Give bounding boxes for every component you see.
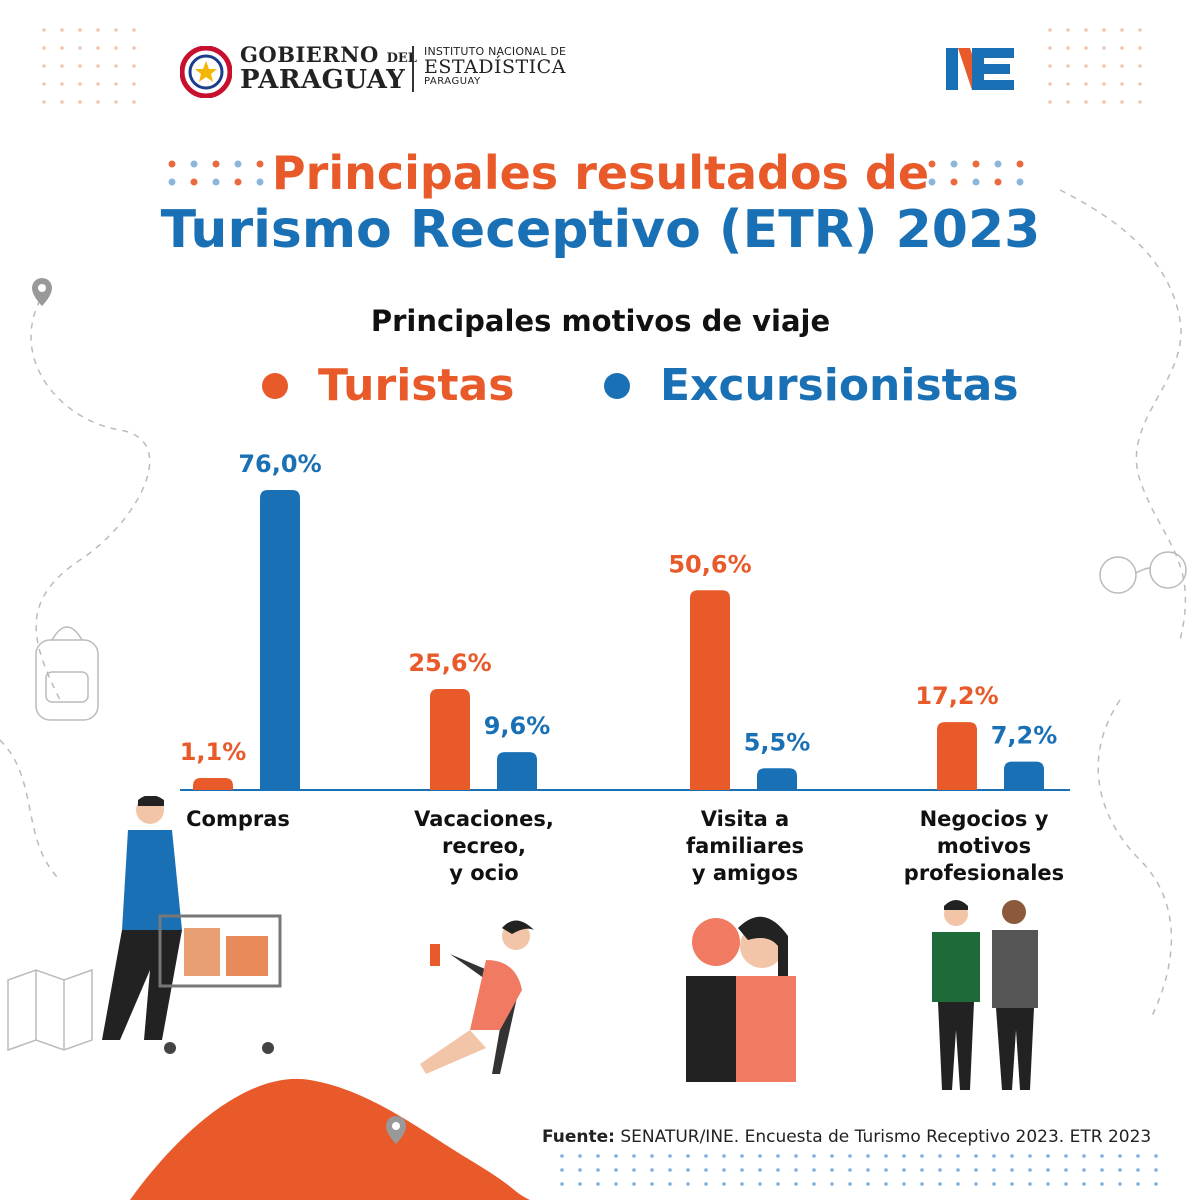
category-label-line: motivos <box>936 834 1032 858</box>
business-illustration <box>932 900 1038 1090</box>
page-title-line2: Turismo Receptivo (ETR) 2023 <box>160 200 1041 260</box>
gobierno-logo-text: GOBIERNO DEL PARAGUAY <box>240 44 417 93</box>
data-label-turistas-3: 17,2% <box>915 682 998 710</box>
category-label-line: profesionales <box>903 861 1065 885</box>
ine-line3: PARAGUAY <box>424 76 481 88</box>
category-label-line: Visita a <box>700 807 790 831</box>
category-label-line: familiares <box>685 834 805 858</box>
shopping-illustration <box>102 796 282 1054</box>
category-label-line: Negocios y <box>919 807 1049 831</box>
ine-line2: ESTADÍSTICA <box>424 55 566 78</box>
gobierno-seal-icon <box>180 46 232 98</box>
source-text: SENATUR/INE. Encuesta de Turismo Recepti… <box>620 1127 1152 1147</box>
legend-item-turistas: Turistas <box>262 360 514 411</box>
category-label-line: Vacaciones, <box>414 807 554 831</box>
gov-line1-small: DEL <box>386 51 417 66</box>
bar-excursionistas-1 <box>497 752 537 790</box>
family-hug-illustration <box>686 916 796 1082</box>
legend-dot-excursionistas <box>604 372 630 399</box>
category-label-line: Compras <box>186 807 290 831</box>
bar-excursionistas-3 <box>1004 761 1044 790</box>
legend-item-excursionistas: Excursionistas <box>604 360 1019 411</box>
bar-turistas-3 <box>937 722 977 790</box>
category-label-2: Visita a familiares y amigos <box>645 806 845 887</box>
category-label-line: y amigos <box>691 861 799 885</box>
bar-excursionistas-0 <box>260 490 300 790</box>
data-label-excursionistas-2: 5,5% <box>744 728 811 756</box>
bar-turistas-0 <box>193 778 233 790</box>
legend-dot-turistas <box>262 372 288 399</box>
category-label-3: Negocios y motivos profesionales <box>884 806 1084 887</box>
category-label-line: recreo, <box>441 834 527 858</box>
vacation-illustration <box>420 920 534 1074</box>
page-title-line1: Principales resultados de <box>271 146 930 200</box>
chart-subtitle: Principales motivos de viaje <box>370 304 831 338</box>
data-label-turistas-1: 25,6% <box>408 649 491 677</box>
bar-turistas-1 <box>430 688 470 790</box>
category-label-0: Compras <box>138 806 338 833</box>
ine-line1: INSTITUTO NACIONAL DE <box>424 45 567 58</box>
source-note: Fuente: SENATUR/INE. Encuesta de Turismo… <box>542 1127 1151 1147</box>
legend-label-excursionistas: Excursionistas <box>660 360 1019 411</box>
category-label-line: y ocio <box>449 861 519 885</box>
data-label-excursionistas-0: 76,0% <box>238 450 321 478</box>
legend-label-turistas: Turistas <box>318 360 515 411</box>
data-label-turistas-2: 50,6% <box>668 550 751 578</box>
map-pin-icon <box>32 278 52 306</box>
ine-logo-icon <box>946 48 1014 90</box>
source-label: Fuente: <box>542 1127 615 1147</box>
gov-line2: PARAGUAY <box>240 65 406 95</box>
data-label-excursionistas-3: 7,2% <box>991 722 1058 750</box>
category-label-1: Vacaciones, recreo, y ocio <box>384 806 584 887</box>
data-label-excursionistas-1: 9,6% <box>484 712 551 740</box>
bar-turistas-2 <box>690 590 730 790</box>
header-divider <box>412 46 414 92</box>
title-dots <box>42 28 1142 186</box>
bar-excursionistas-2 <box>757 768 797 790</box>
data-label-turistas-0: 1,1% <box>180 738 247 766</box>
decorative-dots <box>560 1154 1158 1186</box>
gov-line1: GOBIERNO <box>240 42 379 67</box>
ine-logo-text: INSTITUTO NACIONAL DE ESTADÍSTICA PARAGU… <box>424 46 566 88</box>
